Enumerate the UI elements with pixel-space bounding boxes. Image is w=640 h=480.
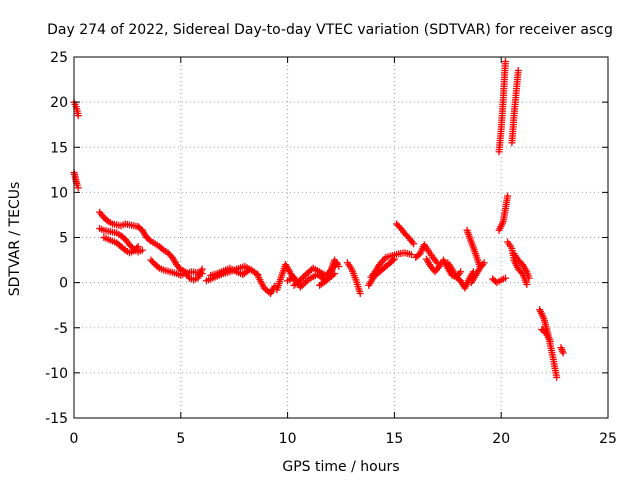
data-point: [298, 274, 306, 282]
data-point: [198, 265, 206, 273]
data-point: [74, 112, 82, 120]
data-point: [525, 274, 533, 282]
data-point: [410, 240, 418, 248]
y-tick-label: -10: [45, 366, 68, 382]
x-tick-label: 25: [599, 431, 617, 447]
grid: [74, 57, 608, 418]
y-tick-label: 25: [50, 50, 68, 66]
data-point: [501, 58, 509, 66]
x-tick-label: 10: [279, 431, 297, 447]
data-point: [407, 251, 415, 259]
data-point: [244, 267, 252, 275]
x-tick-label: 20: [492, 431, 510, 447]
x-tick-label: 5: [176, 431, 185, 447]
y-axis-label: SDTVAR / TECUs: [7, 182, 23, 297]
data-point: [300, 273, 308, 281]
y-tick-label: -15: [45, 411, 68, 427]
data-point: [553, 373, 561, 381]
data-point: [504, 192, 512, 200]
y-tick-label: -5: [54, 321, 68, 337]
data-points: [70, 58, 567, 381]
data-point: [480, 259, 488, 267]
data-point: [245, 266, 253, 274]
data-point: [514, 67, 522, 75]
data-point: [335, 262, 343, 270]
data-point: [389, 256, 397, 264]
data-point: [145, 236, 153, 244]
data-point: [134, 243, 142, 251]
y-tick-label: 15: [50, 140, 68, 156]
data-point: [523, 280, 531, 288]
x-tick-label: 0: [70, 431, 79, 447]
data-point: [103, 216, 111, 224]
data-point: [138, 246, 146, 254]
chart-title: Day 274 of 2022, Sidereal Day-to-day VTE…: [47, 22, 613, 38]
data-point: [356, 289, 364, 297]
x-axis-label: GPS time / hours: [282, 459, 399, 475]
y-tick-label: 20: [50, 95, 68, 111]
data-point: [154, 263, 162, 271]
data-point: [74, 184, 82, 192]
data-point: [501, 274, 509, 282]
x-tick-label: 15: [385, 431, 403, 447]
data-point: [559, 349, 567, 357]
y-tick-label: 10: [50, 185, 68, 201]
y-tick-label: 5: [59, 231, 68, 247]
data-point: [546, 337, 554, 345]
y-tick-label: 0: [59, 276, 68, 292]
data-point: [120, 245, 128, 253]
axis-ticks: 0 5 10 15 20 25 -15 -10 -5 0 5 10 15 20 25: [45, 50, 617, 447]
data-point: [457, 268, 465, 276]
data-point: [158, 245, 166, 253]
data-point: [133, 244, 141, 252]
